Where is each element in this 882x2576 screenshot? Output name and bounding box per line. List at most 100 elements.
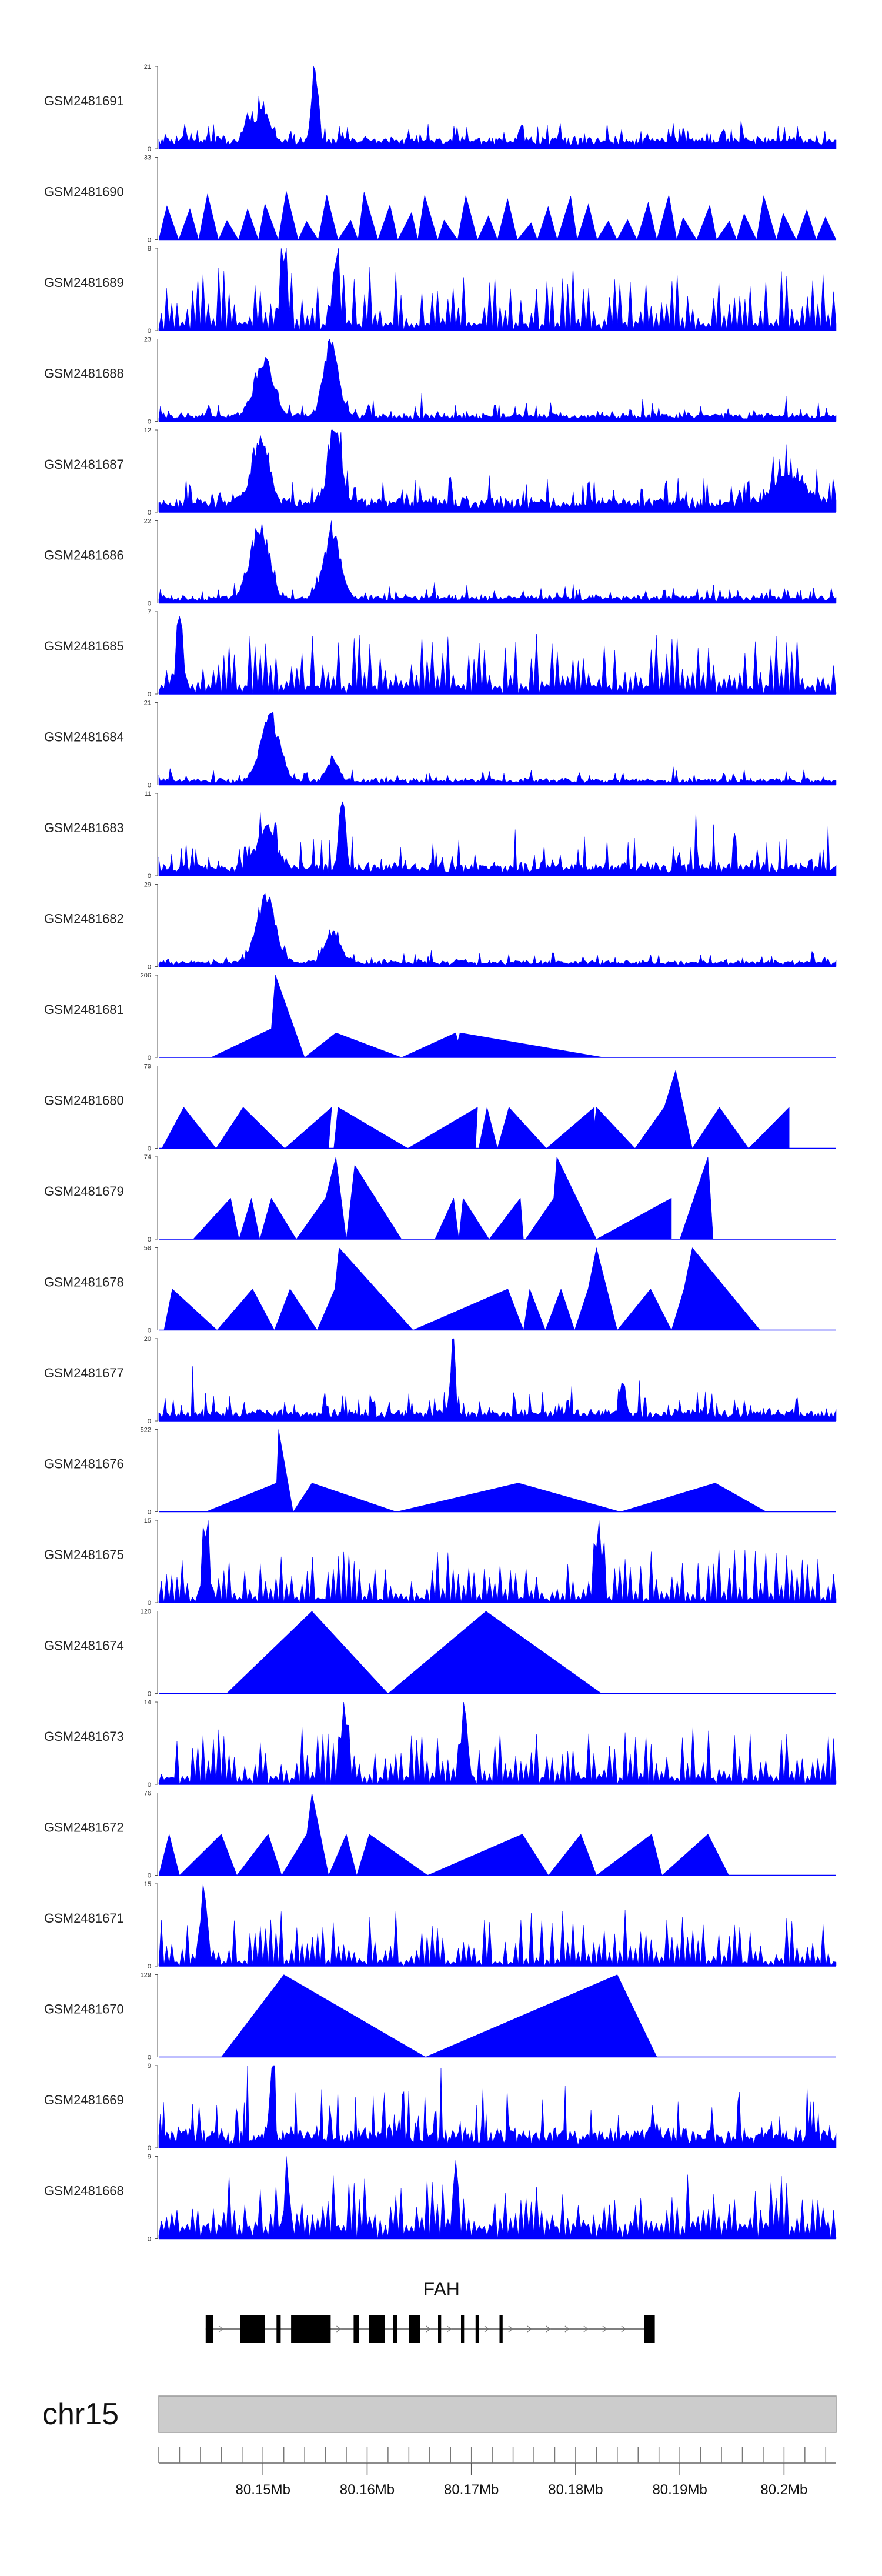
track-label: GSM2481676 xyxy=(44,1457,124,1471)
y-tick-label-min: 0 xyxy=(148,1327,151,1334)
track-GSM2481679: GSM2481679 74 0 xyxy=(44,1154,836,1243)
track-GSM2481683: GSM2481683 11 0 xyxy=(44,790,837,880)
coverage-area xyxy=(158,1520,837,1603)
track-label: GSM2481690 xyxy=(44,185,124,199)
coverage-area xyxy=(158,616,837,695)
y-tick-label-min: 0 xyxy=(148,782,151,789)
coverage-area xyxy=(158,338,837,422)
track-GSM2481690: GSM2481690 33 0 xyxy=(44,155,837,244)
track-label: GSM2481670 xyxy=(44,2002,124,2017)
y-tick-label-max: 7 xyxy=(148,609,151,616)
track-label: GSM2481685 xyxy=(44,639,124,653)
strand-arrow xyxy=(426,2325,431,2333)
track-GSM2481675: GSM2481675 15 0 xyxy=(44,1517,837,1607)
y-tick-label-max: 15 xyxy=(144,1517,151,1524)
track-label: GSM2481682 xyxy=(44,912,124,926)
coverage-area xyxy=(158,2156,837,2239)
y-tick-label-max: 9 xyxy=(148,2154,151,2161)
y-tick-label-min: 0 xyxy=(148,964,151,971)
coverage-area xyxy=(158,66,837,149)
strand-arrow xyxy=(621,2325,626,2333)
strand-arrow xyxy=(484,2325,490,2333)
track-label: GSM2481673 xyxy=(44,1729,124,1744)
gene-label: FAH xyxy=(423,2278,460,2300)
exon xyxy=(353,2315,359,2343)
track-label: GSM2481678 xyxy=(44,1275,124,1290)
exon xyxy=(205,2315,213,2343)
track-GSM2481691: GSM2481691 21 0 xyxy=(44,64,837,153)
y-tick-label-max: 22 xyxy=(144,518,151,525)
y-tick-label-max: 129 xyxy=(141,1972,151,1979)
y-tick-label-max: 23 xyxy=(144,336,151,343)
track-label: GSM2481668 xyxy=(44,2184,124,2198)
exon xyxy=(461,2315,465,2343)
chromosome-axis: chr15 80.15Mb 80.16Mb 80.17Mb 80.18Mb 80.19M… xyxy=(42,2395,837,2498)
track-GSM2481676: GSM2481676 522 0 xyxy=(44,1427,836,1516)
strand-arrow xyxy=(336,2325,342,2333)
y-tick-label-max: 21 xyxy=(144,700,151,707)
coverage-area xyxy=(158,248,837,331)
track-label: GSM2481684 xyxy=(44,730,124,745)
coverage-area xyxy=(158,1701,837,1785)
exon xyxy=(291,2315,331,2343)
track-label: GSM2481671 xyxy=(44,1911,124,1926)
track-label: GSM2481674 xyxy=(44,1639,124,1653)
strand-arrow xyxy=(546,2325,551,2333)
track-GSM2481681: GSM2481681 206 0 xyxy=(44,972,836,1062)
y-tick-label-min: 0 xyxy=(148,1236,151,1243)
y-tick-label-min: 0 xyxy=(148,1781,151,1788)
track-GSM2481669: GSM2481669 9 0 xyxy=(44,2063,837,2152)
track-GSM2481674: GSM2481674 120 0 xyxy=(44,1609,836,1698)
y-tick-label-max: 8 xyxy=(148,245,151,252)
track-GSM2481687: GSM2481687 12 0 xyxy=(44,427,837,516)
track-GSM2481678: GSM2481678 58 0 xyxy=(44,1245,836,1334)
y-tick-label-max: 14 xyxy=(144,1699,151,1706)
coverage-tracks: GSM2481691210GSM2481690330GSM248168980GS… xyxy=(44,64,837,2243)
track-GSM2481688: GSM2481688 23 0 xyxy=(44,336,837,426)
track-GSM2481685: GSM2481685 7 0 xyxy=(44,609,837,698)
track-GSM2481670: GSM2481670 129 0 xyxy=(44,1972,836,2061)
strand-arrow xyxy=(602,2325,607,2333)
strand-arrow xyxy=(508,2325,513,2333)
exon xyxy=(369,2315,385,2343)
track-label: GSM2481675 xyxy=(44,1547,124,1562)
track-label: GSM2481683 xyxy=(44,820,124,835)
track-label: GSM2481669 xyxy=(44,2093,124,2107)
track-GSM2481673: GSM2481673 14 0 xyxy=(44,1699,837,1788)
track-label: GSM2481679 xyxy=(44,1184,124,1199)
y-tick-label-max: 15 xyxy=(144,1881,151,1888)
exon xyxy=(475,2315,479,2343)
track-label: GSM2481681 xyxy=(44,1002,124,1017)
gene-track: FAH xyxy=(205,2278,655,2343)
coverage-area xyxy=(158,1883,837,1967)
y-tick-label-min: 0 xyxy=(148,1509,151,1516)
track-label: GSM2481688 xyxy=(44,366,124,381)
y-tick-label-min: 0 xyxy=(148,1963,151,1970)
x-tick-label: 80.17Mb xyxy=(444,2482,499,2498)
y-tick-label-max: 206 xyxy=(141,972,151,979)
coverage-area xyxy=(158,893,837,967)
y-tick-label-max: 20 xyxy=(144,1336,151,1343)
exon xyxy=(438,2315,442,2343)
track-GSM2481672: GSM2481672 76 0 xyxy=(44,1790,836,1880)
x-tick-label: 80.16Mb xyxy=(340,2482,395,2498)
y-tick-label-max: 12 xyxy=(144,427,151,434)
exon xyxy=(393,2315,397,2343)
strand-arrow xyxy=(583,2325,589,2333)
strand-arrow xyxy=(564,2325,570,2333)
y-tick-label-min: 0 xyxy=(148,146,151,153)
track-label: GSM2481686 xyxy=(44,548,124,563)
track-GSM2481668: GSM2481668 9 0 xyxy=(44,2154,837,2243)
coverage-area xyxy=(158,520,837,603)
track-GSM2481686: GSM2481686 22 0 xyxy=(44,518,837,608)
y-tick-label-min: 0 xyxy=(148,1055,151,1062)
y-tick-label-max: 120 xyxy=(141,1609,151,1616)
y-tick-label-min: 0 xyxy=(148,509,151,516)
exon xyxy=(644,2315,655,2343)
exon xyxy=(276,2315,281,2343)
track-label: GSM2481691 xyxy=(44,94,124,108)
y-tick-label-min: 0 xyxy=(148,419,151,426)
y-tick-label-max: 29 xyxy=(144,882,151,889)
strand-arrow xyxy=(218,2325,224,2333)
